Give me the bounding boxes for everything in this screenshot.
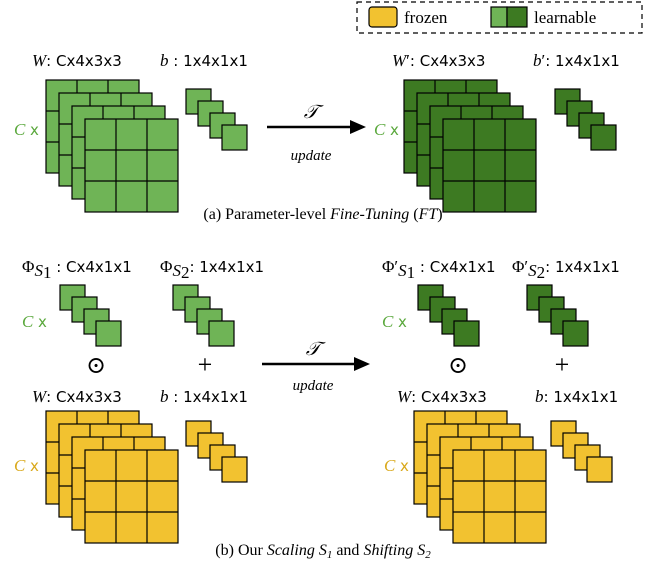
tensor-slice bbox=[452, 449, 547, 544]
panel-b-phi1-prime-label: Φ′S1 : Cx4x1x1 bbox=[382, 257, 496, 282]
panel-b-c-left-yellow: C bbox=[14, 456, 26, 475]
panel-b-b-left-label: b : 1x4x1x1 bbox=[160, 387, 248, 406]
panel-a-weight-tensor bbox=[45, 79, 179, 213]
tensor-cell bbox=[221, 124, 248, 151]
panel-b-shift-tensor-updated bbox=[526, 284, 589, 347]
legend-frozen-label: frozen bbox=[404, 8, 448, 27]
legend-border bbox=[356, 1, 643, 34]
panel-b-arrow-t: 𝒯 bbox=[306, 339, 326, 360]
panel-b-x-left-yellow: x bbox=[30, 457, 39, 475]
panel-b-plus-left: + bbox=[198, 350, 213, 379]
panel-b-c-left-green: C bbox=[22, 312, 34, 331]
panel-a-w-label: W: Cx4x3x3 bbox=[32, 51, 122, 70]
tensor-cell bbox=[590, 124, 617, 151]
legend: frozen learnable bbox=[356, 1, 643, 34]
tensor-cell bbox=[562, 320, 589, 347]
panel-b: ΦS1 : Cx4x1x1 ΦS2: 1x4x1x1 Φ′S1 : Cx4x1x… bbox=[14, 257, 620, 561]
panel-a-w-prime-label: W′: Cx4x3x3 bbox=[392, 51, 485, 70]
panel-b-odot-left: ⊙ bbox=[86, 353, 106, 379]
panel-b-b-right-label: b: 1x4x1x1 bbox=[535, 387, 618, 406]
panel-b-phi2-label: ΦS2: 1x4x1x1 bbox=[160, 257, 264, 282]
panel-b-x-right-green: x bbox=[398, 313, 407, 331]
panel-a-bias-tensor-updated bbox=[554, 88, 617, 151]
panel-b-scale-tensor bbox=[59, 284, 122, 347]
panel-a: W: Cx4x3x3 b : 1x4x1x1 W′: Cx4x3x3 b′: 1… bbox=[14, 51, 620, 223]
tensor-cell bbox=[208, 320, 235, 347]
panel-b-bias-tensor-frozen bbox=[185, 420, 248, 483]
panel-b-caption: (b) Our Scaling S1 and Shifting S2 bbox=[215, 542, 431, 561]
legend-learnable-label: learnable bbox=[534, 8, 596, 27]
legend-learnable-swatch-light bbox=[490, 6, 508, 28]
panel-a-b-prime-label: b′: 1x4x1x1 bbox=[533, 51, 620, 70]
panel-b-c-right-yellow: C bbox=[384, 456, 396, 475]
legend-learnable-swatch-dark bbox=[506, 6, 528, 28]
panel-b-bias-tensor-frozen-right bbox=[550, 420, 613, 483]
panel-b-phi1-label: ΦS1 : Cx4x1x1 bbox=[22, 257, 132, 282]
panel-b-arrow-update: update bbox=[293, 378, 334, 394]
tensor-cell bbox=[586, 456, 613, 483]
panel-b-weight-tensor-frozen-right bbox=[413, 410, 547, 544]
panel-b-w-right-label: W: Cx4x3x3 bbox=[397, 387, 487, 406]
panel-b-x-left-green: x bbox=[38, 313, 47, 331]
panel-a-arrow-head bbox=[350, 120, 366, 134]
panel-a-bias-tensor bbox=[185, 88, 248, 151]
panel-b-phi2-prime-label: Φ′S2: 1x4x1x1 bbox=[512, 257, 620, 282]
tensor-slice bbox=[84, 449, 179, 544]
tensor-cell bbox=[95, 320, 122, 347]
panel-b-plus-right: + bbox=[555, 350, 570, 379]
tensor-cell bbox=[453, 320, 480, 347]
panel-b-c-right-green: C bbox=[382, 312, 394, 331]
panel-b-x-right-yellow: x bbox=[400, 457, 409, 475]
panel-a-x-left: x bbox=[30, 121, 39, 139]
panel-a-arrow-update: update bbox=[291, 148, 332, 164]
panel-a-b-label: b : 1x4x1x1 bbox=[160, 51, 248, 70]
panel-a-weight-tensor-updated bbox=[403, 79, 537, 213]
panel-b-shift-tensor bbox=[172, 284, 235, 347]
panel-a-c-right: C bbox=[374, 120, 386, 139]
legend-frozen-swatch bbox=[368, 6, 398, 28]
panel-b-arrow-head bbox=[354, 357, 370, 371]
panel-b-odot-right: ⊙ bbox=[448, 353, 468, 379]
panel-a-arrow-t: 𝒯 bbox=[304, 102, 324, 123]
panel-a-c-left: C bbox=[14, 120, 26, 139]
panel-a-caption: (a) Parameter-level Fine-Tuning (FT) bbox=[203, 206, 442, 223]
panel-b-w-left-label: W: Cx4x3x3 bbox=[32, 387, 122, 406]
panel-a-x-right: x bbox=[390, 121, 399, 139]
tensor-cell bbox=[221, 456, 248, 483]
panel-b-weight-tensor-frozen bbox=[45, 410, 179, 544]
panel-b-scale-tensor-updated bbox=[417, 284, 480, 347]
tensor-slice bbox=[442, 118, 537, 213]
tensor-slice bbox=[84, 118, 179, 213]
